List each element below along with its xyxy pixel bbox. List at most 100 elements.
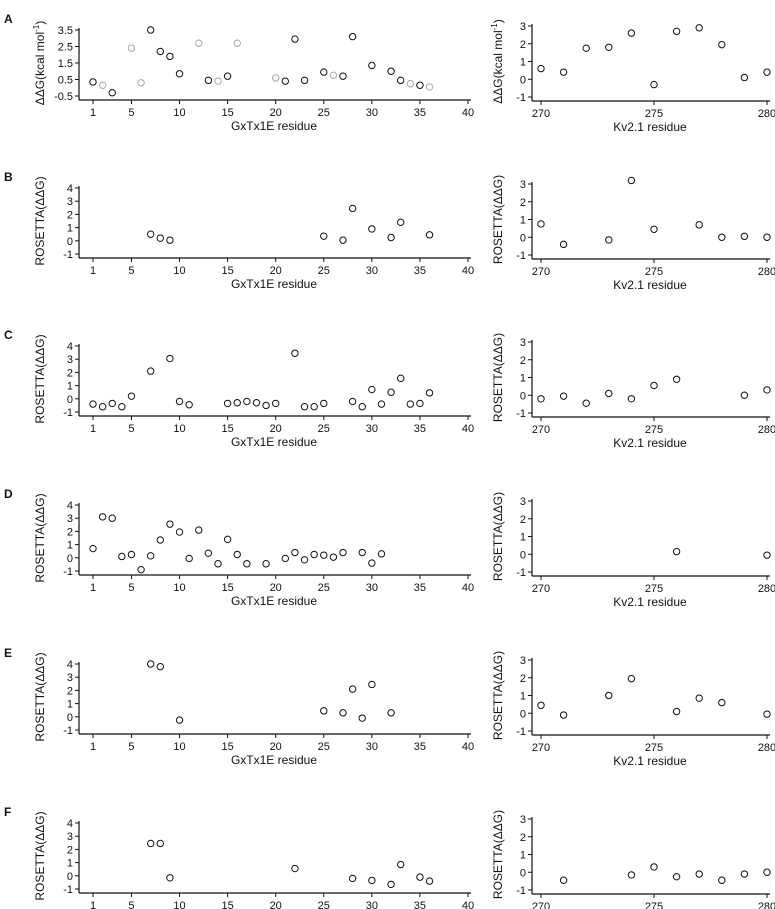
data-point [582, 399, 590, 407]
x-tick-label: 5 [128, 265, 134, 277]
y-tick-label: 2 [520, 355, 526, 367]
x-tick-label: 10 [173, 423, 185, 435]
data-point [262, 560, 270, 568]
y-tick-label: 2 [67, 209, 73, 221]
data-point [89, 400, 97, 408]
x-tick-label: 280 [758, 424, 775, 436]
data-point [672, 707, 681, 716]
x-tick-label: 15 [221, 741, 233, 753]
x-tick-label: 5 [128, 582, 134, 594]
y-tick-label: 1 [520, 532, 526, 544]
x-axis-title: Kv2.1 residue [613, 120, 687, 134]
y-tick-label: 1 [520, 373, 526, 385]
x-tick-label: 40 [462, 741, 474, 753]
data-point [98, 81, 107, 89]
y-tick-label: 0 [520, 708, 526, 720]
y-tick-label: 1 [67, 381, 73, 393]
data-point [425, 389, 434, 397]
data-point [146, 230, 155, 238]
data-point [291, 35, 299, 43]
x-tick-label: 25 [318, 900, 330, 909]
data-point [387, 709, 395, 717]
data-point [166, 520, 174, 528]
data-point [425, 83, 434, 91]
data-point [406, 400, 415, 408]
data-point [740, 232, 749, 241]
x-tick-label: 1 [90, 423, 96, 435]
x-tick-label: 5 [128, 107, 134, 119]
data-point [348, 685, 357, 693]
data-point [358, 403, 366, 411]
y-tick-label: 4 [67, 659, 73, 671]
y-axis-title: ΔΔG(kcal mol-1) [32, 21, 47, 106]
data-point [695, 870, 703, 878]
x-axis-title: GxTx1E residue [231, 435, 317, 449]
x-tick-label: 275 [645, 583, 663, 595]
x-tick-label: 25 [318, 582, 330, 594]
y-tick-label: -1 [516, 885, 526, 897]
x-tick-label: 280 [758, 901, 775, 909]
y-tick-label: 0 [67, 871, 73, 883]
y-axis-title: ROSETTA(ΔΔG) [491, 810, 505, 899]
x-tick-label: 5 [128, 741, 134, 753]
x-tick-label: 30 [366, 423, 378, 435]
data-point [377, 400, 386, 408]
data-point [195, 39, 203, 47]
panel-c-right: -1 0 1 2 3 270 275 280 Kv2.1 residue ROSETTA(ΔΔG) [491, 333, 775, 450]
data-point [127, 44, 136, 52]
x-axis-title: GxTx1E residue [231, 119, 317, 133]
data-point [223, 535, 232, 544]
data-point [605, 43, 613, 51]
data-point [118, 403, 126, 411]
data-point [137, 565, 145, 574]
x-tick-label: 20 [270, 582, 282, 594]
y-tick-label: 4 [67, 818, 73, 830]
data-point [223, 399, 232, 408]
data-point [156, 47, 165, 56]
data-point [310, 550, 318, 559]
data-point [387, 67, 395, 75]
data-point [166, 236, 174, 244]
data-point [396, 374, 405, 383]
y-tick-label: 2 [67, 844, 73, 856]
x-tick-label: 35 [414, 900, 426, 909]
x-tick-label: 35 [414, 265, 426, 277]
data-point [627, 176, 636, 185]
data-point [146, 839, 155, 848]
data-point [672, 872, 681, 881]
x-tick-label: 10 [173, 900, 185, 909]
data-point [243, 560, 251, 568]
panel-e-right: -1 0 1 2 3 270 275 280 Kv2.1 residue ROSETTA(ΔΔG) [491, 651, 775, 768]
x-tick-label: 5 [128, 423, 134, 435]
x-tick-label: 10 [173, 107, 185, 119]
x-tick-label: 1 [90, 741, 96, 753]
data-point [695, 694, 703, 702]
x-axis-title: Kv2.1 residue [613, 595, 687, 609]
data-point [559, 392, 568, 400]
data-point [146, 367, 155, 375]
y-tick-label: 1 [520, 215, 526, 227]
data-point [368, 876, 376, 885]
data-point [146, 660, 155, 668]
data-point [271, 399, 280, 408]
data-point [320, 551, 328, 559]
x-tick-label: 275 [645, 742, 663, 754]
data-point [137, 79, 145, 87]
y-tick-label: 3 [67, 513, 73, 525]
x-tick-label: 30 [366, 582, 378, 594]
data-point [740, 73, 749, 82]
data-point [339, 709, 347, 717]
data-point [214, 77, 222, 85]
data-point [108, 399, 116, 408]
data-point [763, 386, 771, 394]
data-point [627, 674, 636, 683]
data-point [368, 225, 376, 233]
x-tick-label: 40 [462, 582, 474, 594]
panel-letter: F [4, 805, 11, 819]
y-axis-title: ROSETTA(ΔΔG) [491, 651, 505, 740]
data-point [310, 403, 318, 411]
